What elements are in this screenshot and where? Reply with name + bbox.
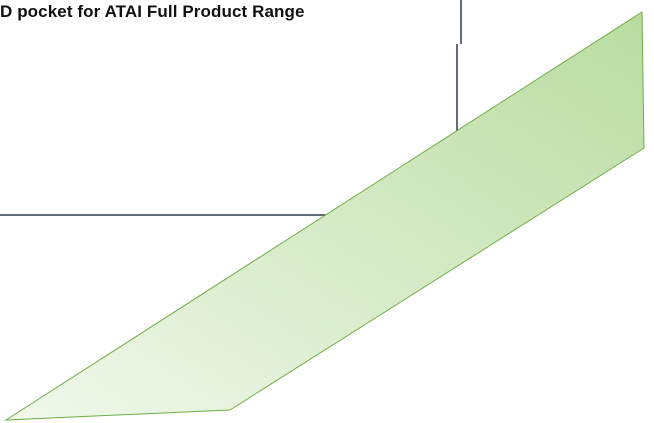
section-heading: D pocket for ATAI Full Product Range [0,2,305,21]
parallelogram-banner [4,11,645,421]
